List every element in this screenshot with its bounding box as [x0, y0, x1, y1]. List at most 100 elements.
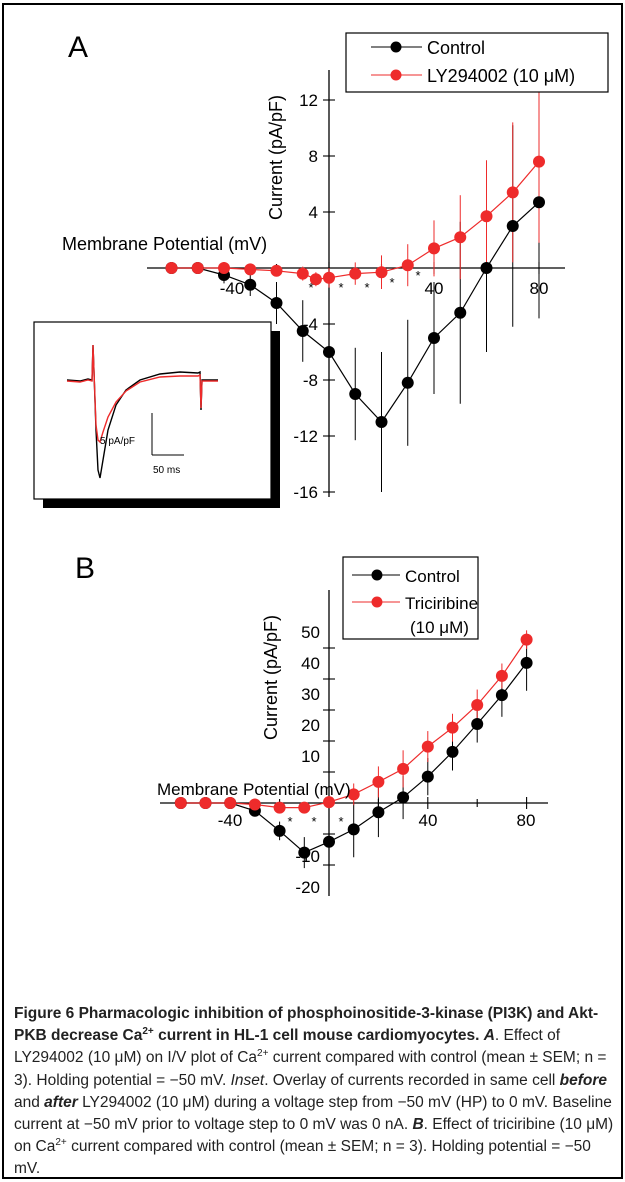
data-point — [533, 155, 545, 168]
panel-a-sig-star: * — [338, 280, 343, 295]
panel-b-legend-triciribine: Triciribine — [405, 594, 478, 613]
panel-b-tick-x-40: 40 — [419, 811, 438, 830]
data-point — [298, 846, 311, 859]
data-point — [224, 797, 237, 809]
panel-a-tick-y-neg16: -16 — [293, 483, 318, 502]
panel-a-xlabel: Membrane Potential (mV) — [62, 234, 267, 254]
data-point — [454, 231, 467, 244]
panel-a-points — [165, 155, 545, 428]
data-point — [218, 262, 230, 274]
panel-b-sig-star: * — [338, 814, 343, 829]
panel-a-sig-star: * — [415, 268, 420, 283]
legend-marker-control — [371, 569, 383, 581]
data-point — [401, 376, 414, 389]
data-point — [533, 196, 545, 209]
data-point — [446, 721, 459, 734]
panel-a-legend: Control LY294002 (10 μM) — [345, 32, 609, 93]
data-point — [199, 797, 212, 809]
panel-b-label: B — [75, 552, 95, 585]
panel-b-tick-y-30: 30 — [301, 685, 320, 704]
data-point — [323, 346, 335, 358]
panel-a-tick-y-neg4: -4 — [303, 315, 318, 334]
caption-title: Figure 6 Pharmacologic inhibition of pho… — [14, 1005, 599, 1045]
data-point — [165, 262, 178, 274]
data-point — [347, 788, 360, 801]
data-point — [270, 264, 283, 277]
data-point — [446, 745, 459, 758]
panel-a-ylabel: Current (pA/pF) — [266, 95, 286, 220]
data-point — [495, 689, 508, 702]
data-point — [495, 669, 508, 682]
panel-a-sig-star: * — [308, 280, 313, 295]
data-point — [323, 796, 335, 809]
data-point — [296, 325, 309, 337]
panel-a-label: A — [68, 31, 88, 64]
figure-caption: Figure 6 Pharmacologic inhibition of pho… — [14, 1005, 614, 1178]
data-point — [506, 186, 519, 199]
data-point — [309, 273, 322, 286]
data-point — [372, 775, 385, 788]
data-point — [397, 762, 410, 775]
panel-b-tick-x-neg40: -40 — [218, 811, 243, 830]
panel-a: A Membrane Potential (mV) Current (pA/pF… — [33, 31, 609, 508]
panel-a-inset: 5 pA/pF 50 ms — [33, 321, 280, 508]
data-point — [520, 633, 533, 646]
data-point — [480, 262, 493, 274]
panel-a-legend-control: Control — [427, 38, 485, 58]
series-line — [171, 161, 540, 280]
panel-b-tick-y-50: 50 — [301, 623, 320, 642]
panel-b-points — [174, 633, 533, 859]
panel-a-tick-x-80: 80 — [530, 279, 549, 298]
data-point — [248, 798, 261, 811]
data-point — [296, 267, 309, 280]
data-point — [428, 242, 440, 255]
figure-frame-bottom — [2, 1177, 623, 1179]
panel-b-tick-y-20: 20 — [301, 716, 320, 735]
data-point — [191, 262, 204, 274]
panel-a-tick-x-neg40: -40 — [220, 279, 245, 298]
data-point — [347, 823, 360, 836]
data-point — [428, 332, 440, 344]
figure-frame-right — [621, 3, 623, 1179]
caption-panel-a-label: A — [483, 1027, 495, 1045]
data-point — [397, 791, 410, 804]
data-point — [244, 278, 257, 291]
legend-marker-control — [390, 41, 402, 53]
data-point — [298, 801, 311, 814]
figure-frame-left — [2, 3, 4, 1179]
panel-a-tick-y-8: 8 — [309, 147, 318, 166]
caption-panel-b-label: B — [412, 1116, 424, 1134]
data-point — [349, 267, 362, 280]
data-point — [375, 416, 388, 428]
inset-trace-ly294002 — [66, 344, 218, 444]
data-point — [471, 717, 484, 730]
data-point — [506, 220, 519, 232]
data-point — [480, 210, 493, 223]
panel-b-legend-triciribine-conc: (10 μM) — [410, 618, 469, 637]
panel-b-tick-y-neg20: -20 — [295, 878, 320, 897]
data-point — [421, 770, 434, 783]
panel-a-sig-star: * — [389, 275, 394, 290]
panel-a-tick-y-neg12: -12 — [293, 427, 318, 446]
data-point — [349, 388, 362, 400]
panel-b-tick-y-10: 10 — [301, 747, 320, 766]
data-point — [244, 263, 257, 276]
figure-frame-top — [2, 3, 623, 5]
panel-b-sig-star: * — [287, 814, 292, 829]
panel-b-tick-y-40: 40 — [301, 654, 320, 673]
data-point — [270, 297, 283, 309]
panel-b-ylabel: Current (pA/pF) — [261, 615, 281, 740]
panel-a-tick-y-4: 4 — [309, 203, 318, 222]
inset-scale-y: 5 pA/pF — [100, 436, 135, 447]
figure-plots: A Membrane Potential (mV) Current (pA/pF… — [33, 31, 609, 897]
panel-a-tick-y-12: 12 — [299, 91, 318, 110]
data-point — [273, 824, 286, 837]
inset-scale-x: 50 ms — [153, 465, 180, 476]
panel-a-sig-star: * — [364, 280, 369, 295]
legend-marker-triciribine — [371, 596, 383, 608]
panel-b-legend-control: Control — [405, 567, 460, 586]
panel-a-tick-x-40: 40 — [425, 279, 444, 298]
legend-marker-ly294002 — [390, 69, 402, 81]
panel-b-legend: Control Triciribine (10 μM) — [342, 556, 479, 640]
data-point — [174, 797, 187, 809]
